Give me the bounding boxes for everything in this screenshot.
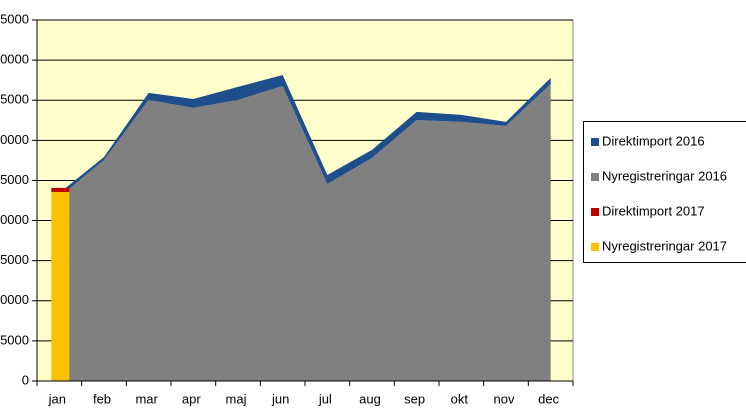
x-tick-label: aug — [359, 391, 381, 406]
legend-label: Nyregistreringar 2017 — [602, 238, 727, 253]
y-tick-label: 25000 — [0, 172, 29, 187]
legend: Direktimport 2016 Nyregistreringar 2016 Di… — [583, 121, 746, 263]
y-tick-label: 30000 — [0, 132, 29, 147]
legend-box — [583, 121, 746, 263]
x-tick-label: apr — [182, 391, 201, 406]
x-tick-label: jan — [48, 391, 66, 406]
x-tick-label: nov — [494, 391, 515, 406]
x-tick-label: jun — [271, 391, 289, 406]
y-tick-label: 35000 — [0, 92, 29, 107]
legend-swatch — [591, 138, 599, 146]
y-tick-label: 0 — [22, 372, 29, 387]
area — [59, 74, 551, 197]
legend-label: Direktimport 2016 — [602, 133, 705, 148]
x-tick-label: maj — [226, 391, 247, 406]
y-tick-label: 10000 — [0, 292, 29, 307]
legend-swatch — [591, 173, 599, 181]
legend-label: Direktimport 2017 — [602, 203, 705, 218]
x-tick-label: mar — [135, 391, 158, 406]
legend-swatch — [591, 208, 599, 216]
x-tick-label: dec — [538, 391, 559, 406]
y-tick-label: 15000 — [0, 252, 29, 267]
y-tick-label: 20000 — [0, 212, 29, 227]
y-tick-label: 45000 — [0, 11, 29, 26]
y-tick-label: 40000 — [0, 52, 29, 67]
x-tick-label: sep — [404, 391, 425, 406]
legend-label: Nyregistreringar 2016 — [602, 168, 727, 183]
bar — [51, 191, 70, 381]
x-tick-label: feb — [93, 391, 111, 406]
bar — [51, 187, 70, 192]
y-tick-label: 5000 — [0, 332, 29, 347]
x-tick-label: okt — [451, 391, 469, 406]
area — [59, 83, 551, 382]
legend-swatch — [591, 243, 599, 251]
x-tick-label: jul — [318, 391, 332, 406]
